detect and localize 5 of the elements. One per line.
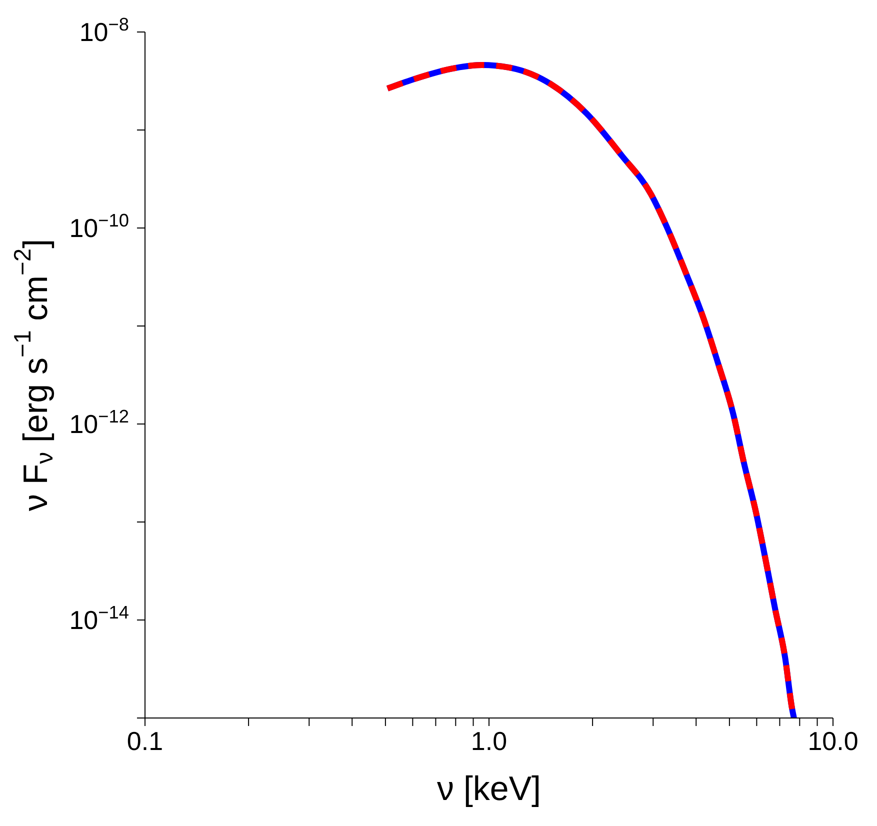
- x-tick-label: 10.0: [808, 726, 858, 756]
- x-tick-label: 0.1: [126, 726, 164, 756]
- x-tick-label: 1.0: [470, 726, 508, 756]
- x-axis-title: ν [keV]: [437, 770, 541, 808]
- y-axis-title: ν Fν [erg s−1 cm−2]: [8, 238, 58, 512]
